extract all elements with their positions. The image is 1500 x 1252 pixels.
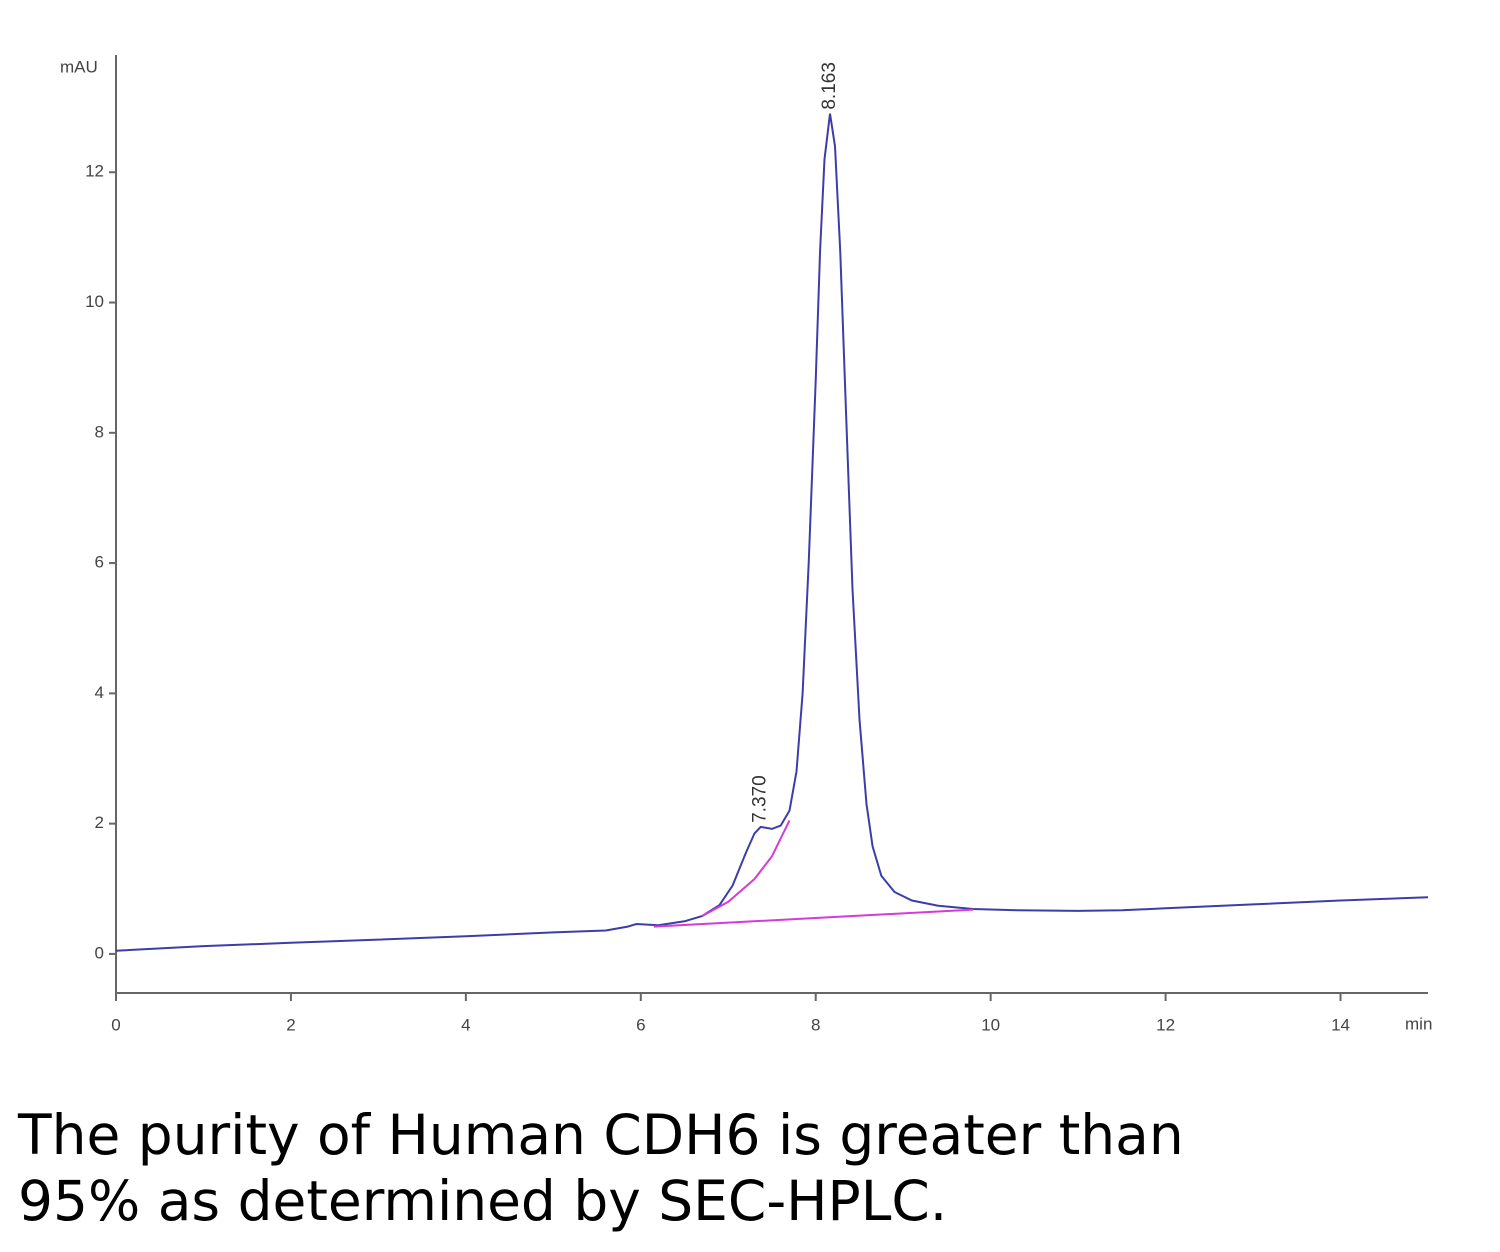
x-tick-label: 4: [461, 1015, 470, 1034]
chromatogram-line: [115, 113, 1429, 952]
caption: The purity of Human CDH6 is greater than…: [18, 1103, 1184, 1233]
peak-label: 7.370: [750, 775, 771, 823]
peak-label: 8.163: [819, 62, 840, 110]
baseline: [653, 908, 974, 928]
y-tick-label: 0: [95, 943, 104, 962]
y-tick-label: 10: [85, 292, 104, 311]
x-tick-label: 2: [286, 1015, 295, 1034]
y-axis-label: mAU: [60, 57, 98, 76]
y-tick-label: 4: [95, 683, 104, 702]
x-tick-label: 12: [1156, 1015, 1175, 1034]
y-tick-label: 6: [95, 553, 104, 572]
x-tick-label: 0: [111, 1015, 120, 1034]
baseline: [701, 819, 791, 917]
x-tick-label: 10: [981, 1015, 1000, 1034]
y-tick-label: 8: [95, 422, 104, 441]
y-tick-label: 12: [85, 162, 104, 181]
y-tick-label: 2: [95, 813, 104, 832]
x-tick-label: 8: [811, 1015, 820, 1034]
x-tick-label: 14: [1331, 1015, 1350, 1034]
x-axis-label: min: [1405, 1014, 1432, 1033]
x-tick-label: 6: [636, 1015, 645, 1034]
chart: mAU min 0 2 4 6 8 10 12 0 2 4 6 8 10 12 14 7.370 8.163: [60, 55, 1432, 1034]
